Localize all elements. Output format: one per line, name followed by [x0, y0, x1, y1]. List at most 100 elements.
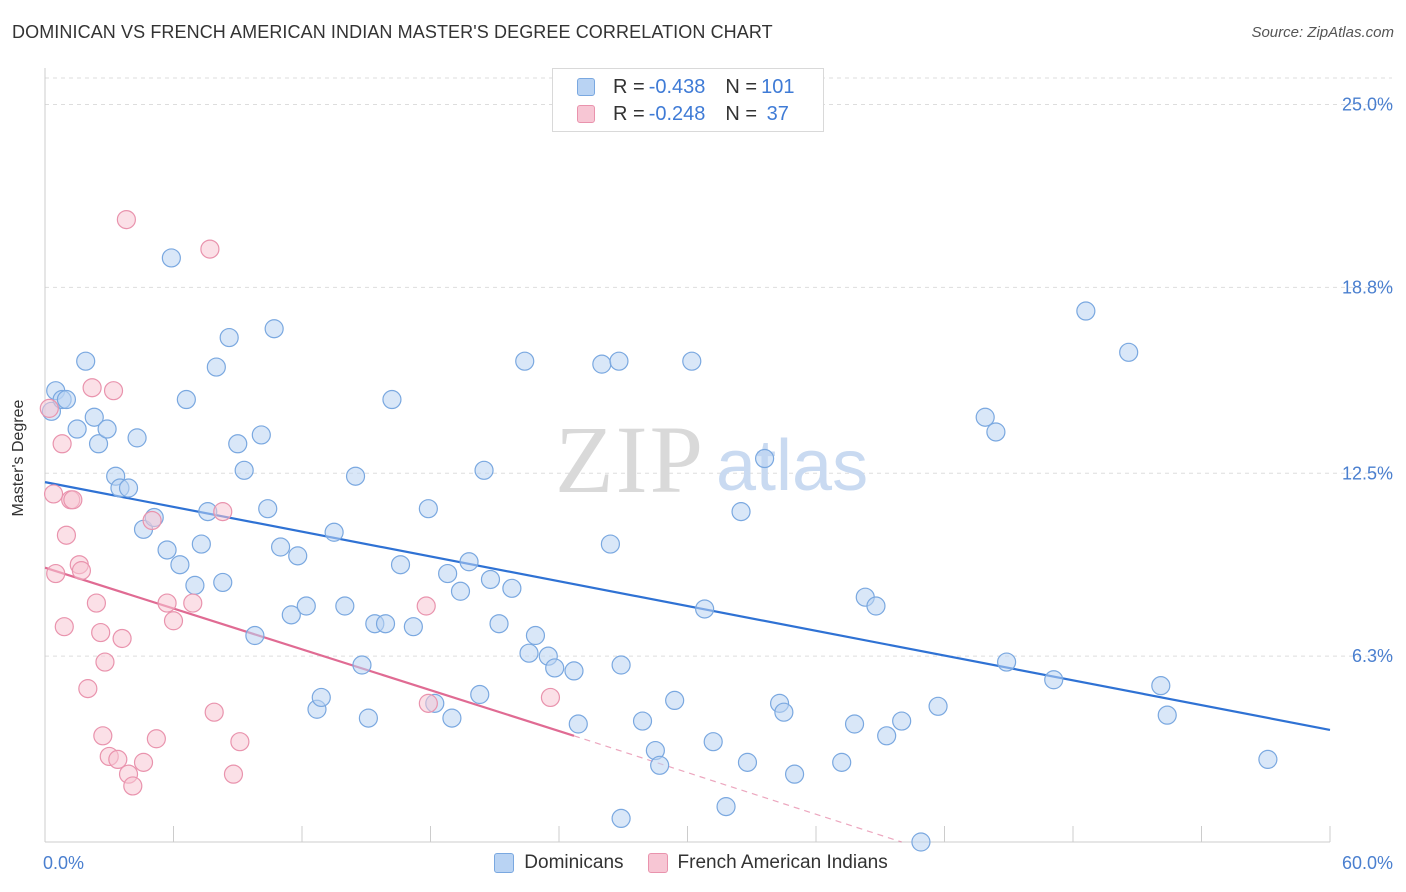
data-point	[183, 593, 203, 613]
y-tick-label: 6.3%	[1352, 646, 1393, 666]
data-point	[127, 428, 147, 448]
data-point	[103, 381, 124, 401]
data-point	[116, 209, 136, 230]
data-point	[1076, 301, 1096, 321]
data-point	[1119, 342, 1139, 362]
data-point	[600, 534, 621, 554]
bottom-legend: Dominicans French American Indians	[0, 852, 1406, 874]
data-point	[213, 572, 233, 593]
data-point	[877, 726, 897, 746]
data-point	[288, 546, 308, 566]
french-american-indians-points	[39, 209, 561, 796]
trend-line-dominicans	[44, 481, 1331, 731]
data-point	[46, 563, 66, 584]
data-point	[258, 499, 278, 519]
watermark-zip: ZIP	[555, 406, 705, 513]
data-point	[592, 354, 612, 374]
data-point	[650, 755, 670, 775]
data-point	[609, 351, 629, 371]
x-tick-label: 0.0%	[43, 853, 84, 873]
bottom-legend-swatch-pink	[647, 853, 668, 873]
data-point	[213, 502, 233, 522]
data-point	[91, 622, 111, 643]
data-point	[1157, 705, 1177, 725]
data-point	[519, 643, 539, 663]
trend-line-extension	[573, 735, 902, 843]
data-point	[515, 351, 535, 371]
data-point	[564, 661, 584, 681]
data-point	[63, 490, 83, 510]
data-point	[228, 434, 248, 454]
data-point	[157, 593, 177, 613]
data-point	[480, 569, 501, 590]
data-point	[866, 596, 886, 616]
legend-r-label: R =	[613, 102, 645, 125]
data-point	[176, 389, 196, 410]
trend-lines	[44, 481, 1331, 843]
chart-title: DOMINICAN VS FRENCH AMERICAN INDIAN MAST…	[12, 22, 773, 42]
legend-r-label: R =	[613, 75, 645, 98]
data-point	[703, 732, 723, 752]
legend-swatch-pink	[577, 105, 595, 123]
data-point	[731, 502, 751, 522]
data-point	[737, 752, 758, 772]
data-point	[450, 581, 471, 601]
bottom-legend-dominicans[interactable]: Dominicans	[494, 852, 624, 874]
data-point	[56, 389, 77, 410]
y-tick-label: 12.5%	[1342, 463, 1393, 483]
data-point	[568, 714, 588, 734]
data-point	[335, 596, 355, 616]
bottom-legend-french-american-indians[interactable]: French American Indians	[647, 852, 888, 874]
data-point	[56, 525, 77, 545]
data-point	[43, 484, 64, 504]
legend-r-value: -0.438	[648, 75, 706, 98]
data-point	[270, 537, 291, 557]
legend-swatch-blue	[577, 78, 595, 96]
data-point	[200, 239, 220, 259]
data-point	[251, 425, 271, 445]
trend-line-french-american-indians	[44, 566, 575, 737]
data-point	[784, 764, 805, 784]
data-point	[502, 578, 522, 598]
legend: R = -0.438 N = 101 R = -0.248 N = 37	[552, 68, 824, 132]
data-point	[754, 448, 775, 469]
data-point	[78, 679, 98, 699]
data-point	[1044, 670, 1064, 690]
data-point	[416, 596, 436, 616]
data-point	[470, 684, 490, 705]
data-point	[442, 708, 462, 728]
x-tick-label: 60.0%	[1342, 853, 1393, 873]
data-point	[223, 764, 244, 784]
data-point	[71, 561, 92, 581]
legend-n-value: 101	[761, 75, 795, 98]
data-point	[438, 563, 458, 584]
data-point	[264, 319, 284, 339]
data-point	[84, 407, 104, 427]
legend-n-label: N =	[725, 75, 758, 98]
data-point	[345, 466, 366, 486]
data-point	[418, 499, 438, 519]
data-point	[161, 248, 181, 268]
watermark: ZIP atlas	[555, 406, 868, 513]
data-point	[118, 478, 139, 498]
data-point	[459, 552, 479, 572]
data-point	[632, 711, 653, 731]
data-point	[375, 614, 396, 634]
data-point	[665, 690, 685, 711]
data-point	[281, 605, 301, 625]
tick-labels: 6.3% 12.5% 18.8% 25.0% 0.0% 60.0%	[43, 95, 1393, 873]
data-point	[204, 702, 224, 722]
data-point	[170, 555, 190, 575]
data-point	[108, 749, 128, 770]
data-point	[382, 389, 402, 410]
data-point	[695, 599, 715, 619]
data-point	[911, 832, 931, 852]
data-point	[296, 596, 316, 616]
data-point	[1151, 676, 1171, 696]
data-point	[245, 625, 265, 646]
data-point	[986, 422, 1006, 442]
y-tick-label: 25.0%	[1342, 95, 1393, 115]
data-point	[474, 460, 494, 480]
data-point	[1258, 749, 1278, 770]
